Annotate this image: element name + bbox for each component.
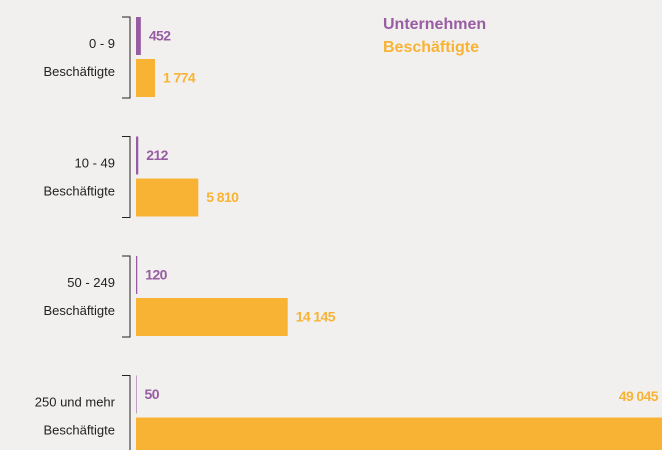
bracket: [122, 255, 131, 338]
category-label: 50 - 249: [67, 275, 115, 290]
category-label: Beschäftigte: [43, 64, 115, 79]
bracket: [122, 16, 131, 99]
value-label: 1 774: [163, 70, 196, 86]
category-label: Beschäftigte: [43, 422, 115, 437]
value-label: 120: [145, 267, 167, 283]
value-label: 5 810: [206, 189, 239, 205]
value-label: 50: [145, 386, 160, 402]
legend-entry: Unternehmen: [383, 16, 486, 33]
bar: [136, 136, 139, 175]
category-label: Beschäftigte: [43, 303, 115, 318]
bar: [136, 178, 199, 217]
bar: [136, 59, 156, 97]
legend-entry: Beschäftigte: [383, 39, 479, 56]
bar: [136, 256, 138, 294]
category-label: 0 - 9: [89, 36, 115, 51]
value-label: 14 145: [296, 309, 336, 325]
value-label: 212: [146, 147, 168, 163]
value-label: 452: [149, 28, 171, 44]
bracket: [122, 136, 131, 218]
bar: [136, 375, 137, 414]
bracket: [122, 375, 131, 450]
bar: [136, 298, 288, 336]
bar: [136, 417, 662, 450]
value-label: 49 045: [619, 388, 659, 404]
bar: [136, 17, 141, 55]
category-label: 250 und mehr: [35, 394, 116, 409]
category-label: Beschäftigte: [43, 183, 115, 198]
category-label: 10 - 49: [75, 155, 115, 170]
